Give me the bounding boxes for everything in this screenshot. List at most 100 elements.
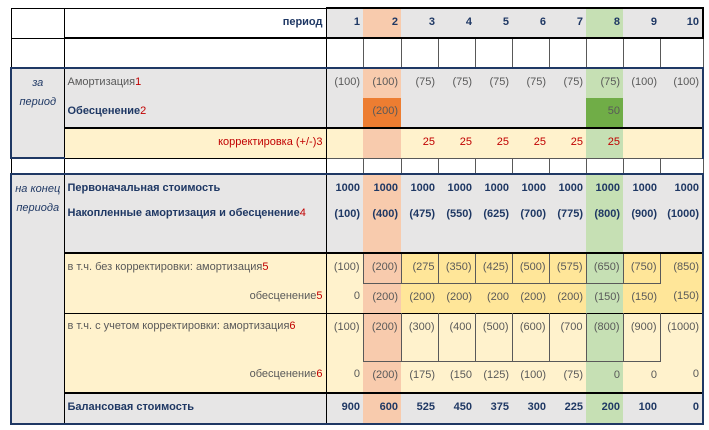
value-cell-period-9[interactable]: (750) — [622, 252, 661, 284]
value-cell-period-3[interactable]: (200) — [401, 283, 438, 313]
value-cell-period-8[interactable]: (650) — [585, 252, 624, 284]
value-cell-period-5[interactable]: (500) — [474, 312, 513, 362]
value-cell-period-1[interactable] — [326, 127, 363, 158]
value-cell-period-8[interactable]: 25 — [586, 127, 623, 158]
value-cell-period-10[interactable]: 0 — [660, 392, 704, 425]
value-cell-period-4[interactable]: (75) — [438, 67, 475, 98]
empty-cell[interactable] — [400, 37, 439, 69]
value-cell-period-3[interactable] — [401, 98, 438, 128]
empty-cell[interactable] — [437, 157, 476, 175]
value-cell-period-9[interactable]: (150) — [623, 283, 660, 313]
empty-cell[interactable] — [63, 37, 327, 69]
value-cell-period-2[interactable]: (200) — [363, 361, 401, 393]
value-cell-period-9[interactable]: (900) — [623, 201, 660, 253]
value-cell-period-1[interactable]: (100) — [326, 252, 363, 283]
empty-cell[interactable] — [437, 37, 476, 69]
value-cell-period-2[interactable]: (200) — [362, 252, 402, 284]
value-cell-period-10[interactable]: 0 — [660, 361, 704, 393]
value-cell-period-6[interactable]: 300 — [512, 392, 549, 425]
value-cell-period-2[interactable]: (100) — [363, 67, 401, 98]
value-cell-period-6[interactable]: 1000 — [512, 173, 549, 201]
value-cell-period-5[interactable]: (625) — [475, 201, 512, 253]
value-cell-period-7[interactable]: (775) — [549, 201, 586, 253]
value-cell-period-2[interactable]: 1000 — [363, 173, 401, 201]
value-cell-period-5[interactable]: (75) — [475, 67, 512, 98]
value-cell-period-6[interactable]: 25 — [512, 127, 549, 158]
empty-cell[interactable] — [585, 157, 624, 175]
value-cell-period-4[interactable]: (550) — [438, 201, 475, 253]
value-cell-period-2[interactable]: (400) — [363, 201, 401, 253]
value-cell-period-1[interactable] — [326, 98, 363, 128]
value-cell-period-8[interactable]: 200 — [586, 392, 623, 425]
empty-cell[interactable] — [511, 157, 550, 175]
value-cell-period-9[interactable]: (900) — [622, 312, 661, 362]
value-cell-period-7[interactable]: (700 — [548, 312, 587, 362]
empty-cell[interactable] — [63, 157, 327, 175]
value-cell-period-4[interactable]: 1000 — [438, 173, 475, 201]
empty-cell[interactable] — [548, 37, 587, 69]
value-cell-period-5[interactable]: 25 — [475, 127, 512, 158]
value-cell-period-9[interactable] — [623, 127, 660, 158]
empty-cell[interactable] — [622, 37, 661, 69]
value-cell-period-4[interactable]: (150 — [438, 361, 475, 393]
value-cell-period-3[interactable]: (300) — [400, 312, 439, 362]
value-cell-period-5[interactable]: (125) — [475, 361, 512, 393]
value-cell-period-7[interactable]: 1000 — [549, 173, 586, 201]
empty-cell[interactable] — [585, 37, 624, 69]
empty-cell[interactable] — [659, 37, 704, 69]
value-cell-period-10[interactable]: (1000) — [660, 201, 704, 253]
value-cell-period-4[interactable]: (350) — [437, 252, 476, 284]
value-cell-period-9[interactable]: 0 — [623, 361, 660, 393]
value-cell-period-3[interactable]: (75) — [401, 67, 438, 98]
value-cell-period-7[interactable]: (75) — [549, 67, 586, 98]
value-cell-period-10[interactable] — [660, 127, 704, 158]
value-cell-period-8[interactable]: (800) — [586, 201, 623, 253]
empty-cell[interactable] — [474, 37, 513, 69]
value-cell-period-9[interactable] — [623, 98, 660, 128]
value-cell-period-3[interactable]: (175) — [401, 361, 438, 393]
empty-cell[interactable] — [400, 157, 439, 175]
value-cell-period-8[interactable]: (75) — [586, 67, 623, 98]
value-cell-period-9[interactable]: (100) — [623, 67, 660, 98]
value-cell-period-1[interactable]: 0 — [326, 361, 363, 393]
value-cell-period-1[interactable]: 900 — [326, 392, 363, 425]
value-cell-period-3[interactable]: 25 — [401, 127, 438, 158]
empty-cell[interactable] — [362, 157, 402, 175]
value-cell-period-10[interactable]: (1000) — [659, 312, 704, 361]
value-cell-period-1[interactable]: (100) — [326, 201, 363, 253]
empty-cell[interactable] — [325, 37, 364, 69]
value-cell-period-9[interactable]: 1000 — [623, 173, 660, 201]
value-cell-period-4[interactable]: (400 — [437, 312, 476, 362]
value-cell-period-5[interactable]: 375 — [475, 392, 512, 425]
value-cell-period-10[interactable]: (850) — [659, 252, 704, 283]
value-cell-period-3[interactable]: (275 — [400, 252, 439, 284]
value-cell-period-8[interactable]: 0 — [586, 361, 623, 393]
value-cell-period-10[interactable]: (150) — [660, 283, 704, 313]
empty-cell[interactable] — [474, 157, 513, 175]
value-cell-period-6[interactable]: (500) — [511, 252, 550, 284]
value-cell-period-8[interactable]: (150) — [586, 283, 623, 313]
value-cell-period-4[interactable]: 450 — [438, 392, 475, 425]
value-cell-period-3[interactable]: 1000 — [401, 173, 438, 201]
value-cell-period-7[interactable] — [549, 98, 586, 128]
empty-cell[interactable] — [622, 157, 661, 175]
value-cell-period-2[interactable] — [363, 127, 401, 158]
value-cell-period-7[interactable]: 225 — [549, 392, 586, 425]
value-cell-period-6[interactable]: (75) — [512, 67, 549, 98]
value-cell-period-10[interactable] — [660, 98, 704, 128]
value-cell-period-3[interactable]: 525 — [401, 392, 438, 425]
value-cell-period-2[interactable]: (200) — [363, 98, 401, 128]
value-cell-period-7[interactable]: 25 — [549, 127, 586, 158]
value-cell-period-5[interactable]: 1000 — [475, 173, 512, 201]
value-cell-period-6[interactable]: (100) — [512, 361, 549, 393]
value-cell-period-5[interactable]: (200 — [475, 283, 512, 313]
value-cell-period-3[interactable]: (475) — [401, 201, 438, 253]
value-cell-period-1[interactable]: (100) — [326, 312, 363, 361]
empty-cell[interactable] — [548, 157, 587, 175]
value-cell-period-7[interactable]: (575) — [548, 252, 587, 284]
value-cell-period-4[interactable]: (200) — [438, 283, 475, 313]
value-cell-period-7[interactable]: (75) — [549, 361, 586, 393]
value-cell-period-9[interactable]: 100 — [623, 392, 660, 425]
value-cell-period-2[interactable]: (200) — [362, 312, 402, 362]
value-cell-period-1[interactable]: 0 — [326, 283, 363, 313]
